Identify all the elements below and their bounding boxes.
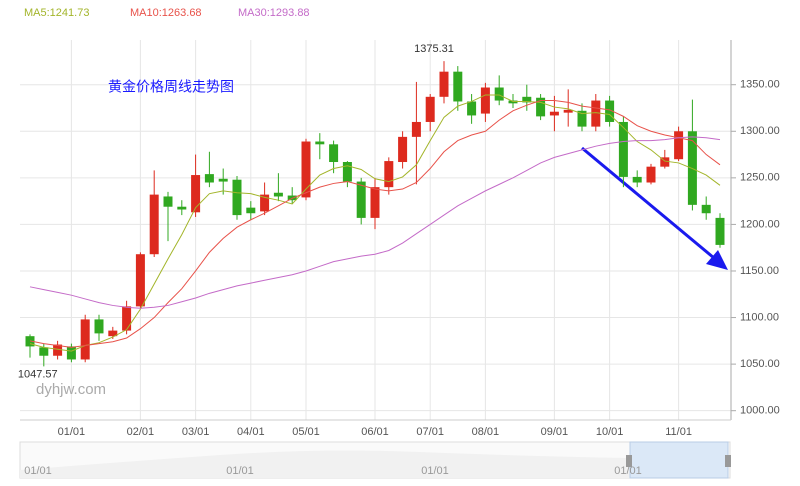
legend-label: MA10:1263.68 <box>130 7 202 19</box>
zoom-window[interactable] <box>629 441 729 479</box>
zoom-handle[interactable] <box>725 455 731 467</box>
legend-label: MA30:1293.88 <box>238 7 310 19</box>
candle-body <box>660 157 670 167</box>
slider-label: 01/01 <box>226 465 254 477</box>
min-label: 1047.57 <box>18 368 58 380</box>
candle-body <box>563 109 573 113</box>
x-tick-label: 09/01 <box>541 426 569 438</box>
candle-body <box>715 217 725 245</box>
candle-body <box>536 97 546 117</box>
x-tick-label: 04/01 <box>237 426 265 438</box>
candle-body <box>370 187 380 218</box>
candle-body <box>549 111 559 116</box>
candle-body <box>108 330 118 337</box>
candle-body <box>232 179 242 216</box>
candle-body <box>618 121 628 177</box>
ma-line <box>29 136 721 309</box>
candle-body <box>39 347 49 356</box>
candle-body <box>135 254 145 307</box>
y-tick-label: 1200.00 <box>740 218 780 230</box>
watermark: dyhjw.com <box>36 381 106 398</box>
y-tick-label: 1000.00 <box>740 405 780 417</box>
candle-body <box>646 166 656 183</box>
x-tick-label: 06/01 <box>361 426 389 438</box>
candle-body <box>467 101 477 116</box>
x-tick-label: 03/01 <box>182 426 210 438</box>
candle-body <box>177 206 187 210</box>
x-tick-label: 07/01 <box>416 426 444 438</box>
x-tick-label: 11/01 <box>665 426 692 438</box>
candle-body <box>149 194 159 255</box>
x-tick-label: 05/01 <box>292 426 320 438</box>
candle-body <box>577 110 587 127</box>
legend-label: MA5:1241.73 <box>24 7 89 19</box>
candle-body <box>301 141 311 198</box>
y-tick-label: 1050.00 <box>740 358 780 370</box>
candle-body <box>632 176 642 183</box>
candle-body <box>398 136 408 163</box>
slider-label: 01/01 <box>421 465 449 477</box>
candle-body <box>674 131 684 160</box>
slider-label: 01/01 <box>614 465 642 477</box>
candle-body <box>66 346 76 360</box>
candle-body <box>384 161 394 188</box>
candle-body <box>425 96 435 122</box>
max-label: 1375.31 <box>414 43 454 55</box>
candle-body <box>94 319 104 334</box>
candle-body <box>163 196 173 207</box>
candle-body <box>122 306 132 331</box>
data-zoom[interactable] <box>19 441 731 479</box>
candle-body <box>204 174 214 183</box>
y-tick-label: 1100.00 <box>740 311 779 323</box>
candle-body <box>605 100 615 122</box>
candle-body <box>591 100 601 127</box>
x-tick-label: 02/01 <box>127 426 155 438</box>
candle-body <box>218 178 228 182</box>
candle-body <box>701 204 711 214</box>
candle-body <box>480 87 490 114</box>
candle-body <box>80 319 90 360</box>
trend-arrow <box>581 146 728 270</box>
ma-line <box>29 94 721 352</box>
candle-body <box>315 141 325 145</box>
candle-body <box>273 192 283 197</box>
x-tick-label: 01/01 <box>58 426 86 438</box>
candle-body <box>342 162 352 182</box>
y-tick-label: 1350.00 <box>740 79 780 91</box>
slider-label: 01/01 <box>24 465 52 477</box>
y-tick-label: 1300.00 <box>740 125 780 137</box>
candle-body <box>260 194 270 212</box>
candle-body <box>329 144 339 163</box>
chart-title: 黄金价格周线走势图 <box>108 79 234 95</box>
candle-body <box>494 87 504 101</box>
candle-body <box>522 96 532 103</box>
candle-body <box>439 71 449 97</box>
candle-body <box>411 121 421 137</box>
x-tick-label: 08/01 <box>472 426 500 438</box>
candle-body <box>246 207 256 214</box>
x-tick-label: 10/01 <box>596 426 624 438</box>
candle-body <box>191 175 201 213</box>
candle-body <box>53 344 63 356</box>
candle-body <box>453 71 463 102</box>
y-tick-label: 1250.00 <box>740 172 780 184</box>
ma-line <box>29 100 721 348</box>
zoom-handle[interactable] <box>626 455 632 467</box>
candle-body <box>356 181 366 218</box>
y-tick-label: 1150.00 <box>740 265 779 277</box>
